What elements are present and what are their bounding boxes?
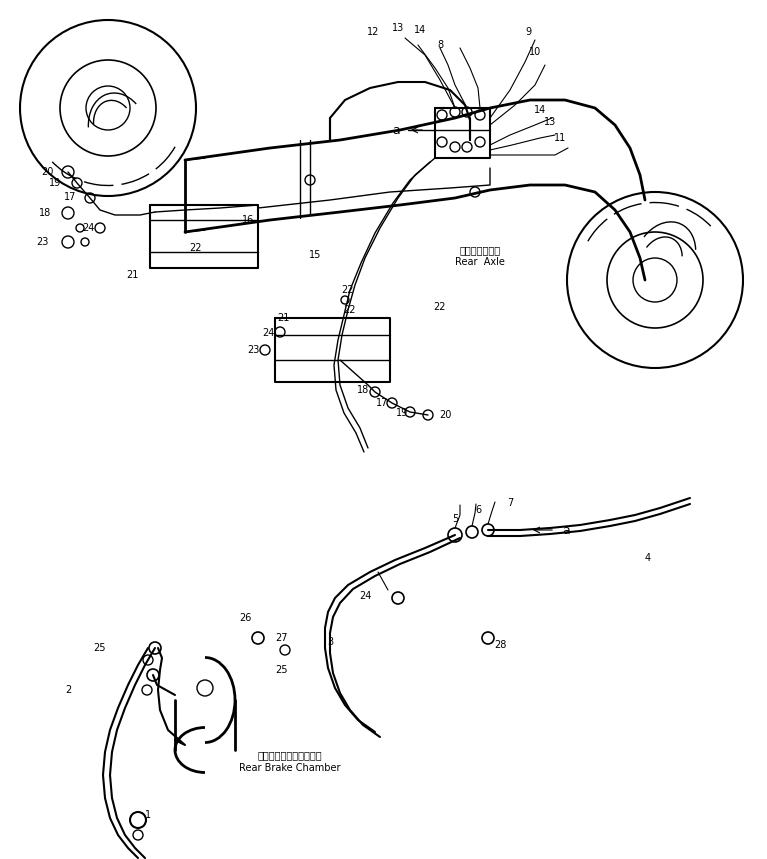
Text: 15: 15	[309, 250, 321, 260]
Text: 25: 25	[276, 665, 288, 675]
Text: 27: 27	[276, 633, 288, 643]
Text: 5: 5	[452, 514, 458, 524]
Text: 23: 23	[36, 237, 48, 247]
Text: 14: 14	[534, 105, 546, 115]
Text: Rear  Axle: Rear Axle	[455, 257, 505, 267]
Text: 13: 13	[544, 117, 556, 127]
Text: 13: 13	[392, 23, 404, 33]
Text: 6: 6	[475, 505, 481, 515]
Text: Rear Brake Chamber: Rear Brake Chamber	[239, 763, 341, 773]
Text: 14: 14	[414, 25, 426, 35]
Text: 2: 2	[65, 685, 71, 695]
Text: 18: 18	[357, 385, 369, 395]
Text: 24: 24	[82, 223, 94, 233]
Text: 11: 11	[554, 133, 566, 143]
Text: 7: 7	[507, 498, 513, 508]
Text: 24: 24	[359, 591, 371, 601]
Text: 17: 17	[376, 398, 388, 408]
Text: 8: 8	[437, 40, 443, 50]
Text: 25: 25	[94, 643, 107, 653]
Text: 21: 21	[277, 313, 289, 323]
Text: 21: 21	[126, 270, 138, 280]
Text: 26: 26	[239, 613, 251, 623]
Text: 17: 17	[64, 192, 76, 202]
Text: 3: 3	[327, 637, 333, 647]
Text: 12: 12	[367, 27, 379, 37]
Text: 1: 1	[145, 810, 151, 820]
Text: 19: 19	[396, 408, 408, 418]
Text: 20: 20	[439, 410, 451, 420]
Text: 10: 10	[529, 47, 542, 57]
Text: 16: 16	[242, 215, 254, 225]
Text: 19: 19	[49, 178, 61, 188]
Text: 9: 9	[525, 27, 531, 37]
Text: a: a	[562, 523, 570, 537]
Text: 22: 22	[342, 285, 354, 295]
Text: 22: 22	[344, 305, 356, 315]
Text: 4: 4	[645, 553, 651, 563]
Text: 20: 20	[41, 167, 53, 177]
Text: リヤーアクスル: リヤーアクスル	[459, 245, 501, 255]
Text: 28: 28	[494, 640, 506, 650]
Text: 18: 18	[39, 208, 51, 218]
Text: 22: 22	[189, 243, 201, 253]
Text: 23: 23	[247, 345, 259, 355]
Text: リヤーブレーキチャンバ: リヤーブレーキチャンバ	[258, 750, 322, 760]
Text: a: a	[392, 124, 400, 137]
Text: 22: 22	[434, 302, 446, 312]
Text: 24: 24	[262, 328, 274, 338]
